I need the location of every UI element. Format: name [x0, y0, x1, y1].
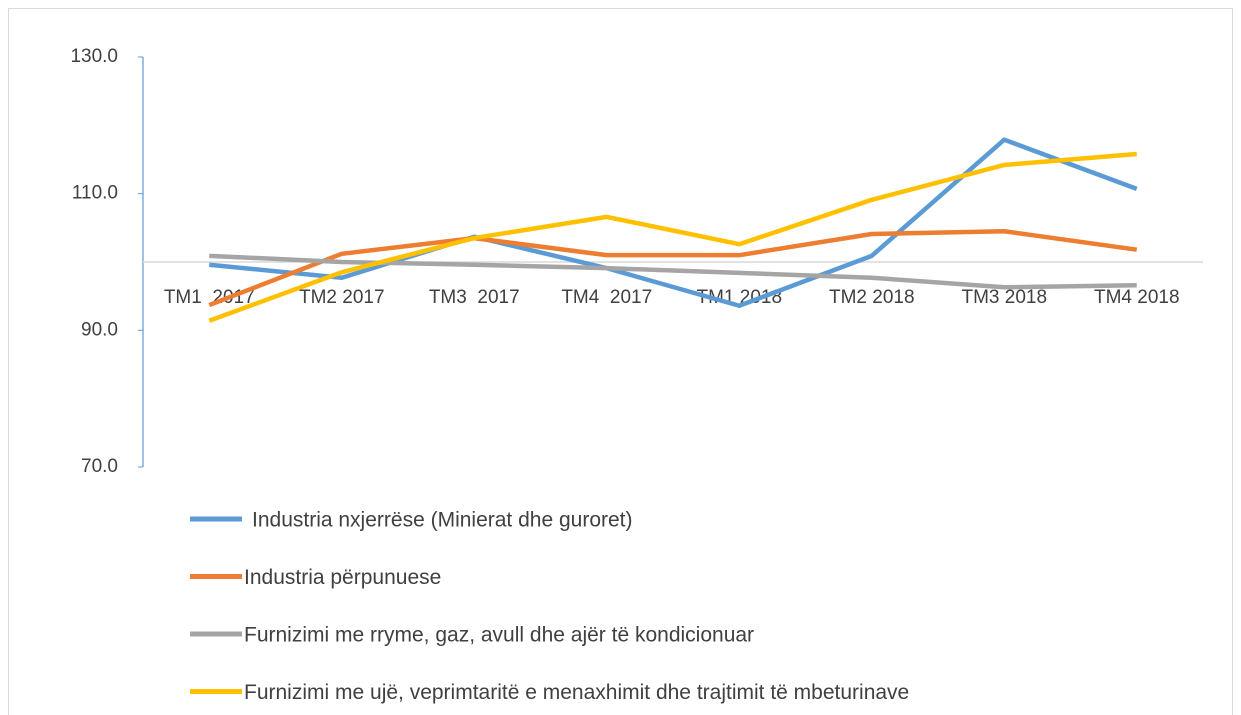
- x-tick-label: TM4 2017: [561, 287, 652, 308]
- x-tick-label: TM2 2018: [829, 287, 915, 308]
- legend-label: Industria nxjerrëse (Minierat dhe gurore…: [252, 509, 633, 532]
- x-tick-label: TM4 2018: [1094, 287, 1180, 308]
- legend-label: Industria përpunuese: [244, 566, 441, 589]
- legend-label: Furnizimi me ujë, veprimtaritë e menaxhi…: [244, 681, 909, 704]
- x-tick-label: TM1 2018: [696, 287, 782, 308]
- series-line: [208, 151, 1137, 323]
- y-tick-label: 110.0: [72, 183, 118, 204]
- x-tick-label: TM3 2017: [429, 287, 520, 308]
- legend-label: Furnizimi me rryme, gaz, avull dhe ajër …: [244, 624, 754, 647]
- x-tick-label: TM2 2017: [299, 287, 385, 308]
- chart-border: [8, 8, 1233, 715]
- series-line: [209, 137, 1138, 308]
- x-tick-label: TM1 2017: [164, 287, 255, 308]
- series-line: [209, 253, 1137, 290]
- series-line: [208, 229, 1138, 308]
- y-tick-label: 130.0: [70, 46, 118, 67]
- x-tick-label: TM3 2018: [961, 287, 1047, 308]
- y-tick-label: 90.0: [81, 319, 118, 340]
- y-tick-label: 70.0: [81, 456, 118, 477]
